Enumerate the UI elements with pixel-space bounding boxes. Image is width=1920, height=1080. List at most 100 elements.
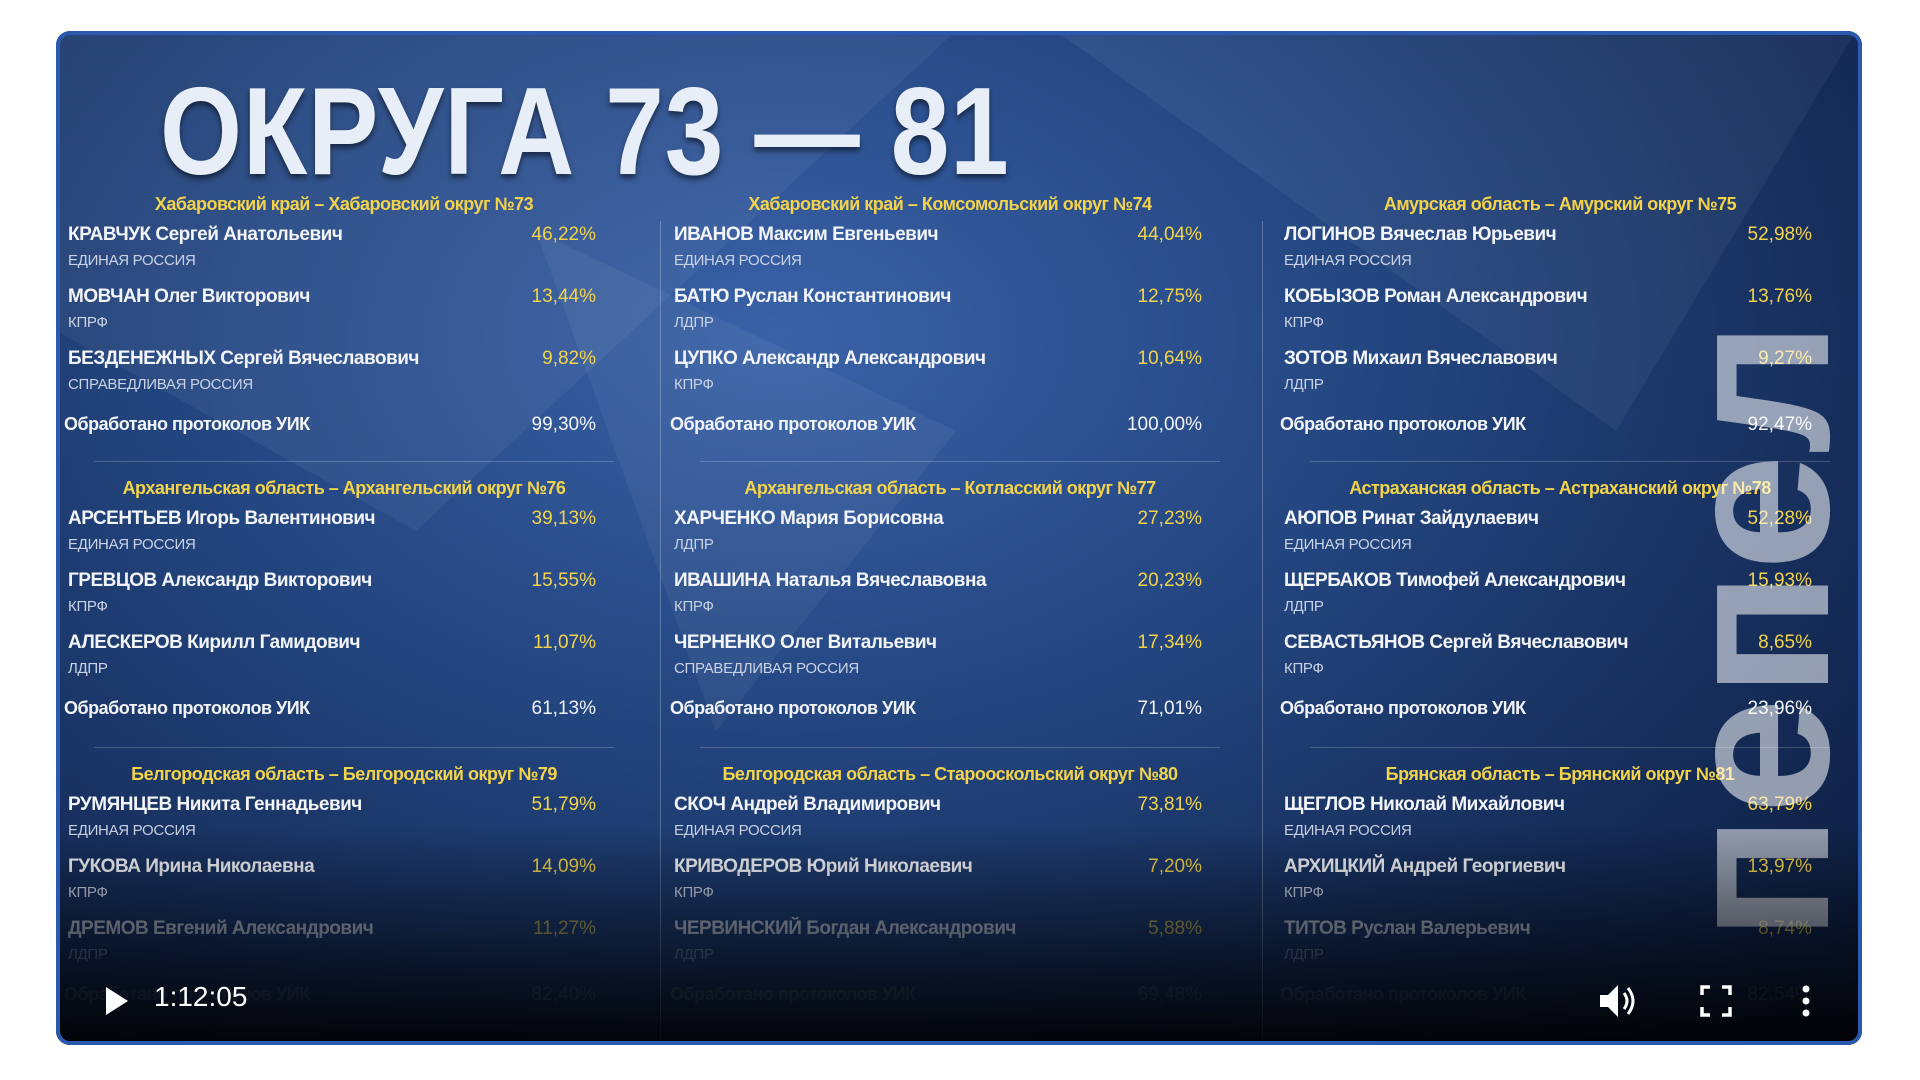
candidate-percent: 17,34% (1137, 632, 1202, 653)
district-header: Белгородская область – Старооскольский о… (722, 764, 1178, 784)
candidate-party: ЛДПР (1284, 376, 1324, 393)
candidate-name: ЧЕРНЕНКО Олег Витальевич (674, 632, 937, 653)
candidate-party: ЛДПР (1284, 598, 1324, 615)
row-divider (700, 747, 1220, 748)
column-divider (660, 221, 661, 1041)
slide-title: ОКРУГА 73 — 81 (160, 63, 1010, 201)
candidate-party: КПРФ (68, 314, 108, 331)
candidate-name: БАТЮ Руслан Константинович (674, 286, 951, 307)
candidate-percent: 11,07% (532, 632, 596, 653)
candidate-name: ГРЕВЦОВ Александр Викторович (68, 570, 372, 591)
fullscreen-button[interactable] (1696, 981, 1736, 1021)
candidate-party: ЛДПР (68, 660, 108, 677)
district-block: Архангельская область – Архангельский ок… (64, 478, 624, 758)
candidate-percent: 13,44% (531, 286, 596, 307)
row-divider (700, 461, 1220, 462)
candidate-percent: 9,82% (542, 348, 596, 369)
row-divider (1310, 747, 1830, 748)
protocols-label: Обработано протоколов УИК (670, 414, 916, 434)
row-divider (94, 747, 614, 748)
district-header: Архангельская область – Архангельский ок… (122, 478, 566, 498)
candidate-name: ИВАНОВ Максим Евгеньевич (674, 224, 939, 245)
more-button[interactable] (1796, 981, 1816, 1021)
candidate-party: ЕДИНАЯ РОССИЯ (68, 252, 196, 269)
candidate-percent: 15,93% (1747, 570, 1812, 591)
candidate-party: ЛДПР (674, 536, 714, 553)
candidate-percent: 73,81% (1137, 794, 1202, 815)
candidate-percent: 52,98% (1747, 224, 1812, 245)
row-divider (1310, 461, 1830, 462)
candidate-percent: 44,04% (1137, 224, 1202, 245)
time-display: 1:12:05 (154, 981, 248, 1012)
district-block: Астраханская область – Астраханский окру… (1280, 478, 1840, 758)
candidate-percent: 15,55% (531, 570, 596, 591)
candidate-party: ЕДИНАЯ РОССИЯ (68, 536, 196, 553)
controls-shade (56, 825, 1862, 1045)
candidate-name: ЦУПКО Александр Александрович (674, 348, 986, 369)
protocols-percent: 23,96% (1747, 698, 1812, 719)
protocols-percent: 99,30% (531, 414, 596, 435)
district-header: Архангельская область – Котласский округ… (744, 478, 1156, 498)
candidate-name: МОВЧАН Олег Викторович (68, 286, 310, 307)
candidate-name: СКОЧ Андрей Владимирович (674, 794, 941, 815)
district-block: Амурская область – Амурский округ №75 ЛОГ… (1280, 194, 1840, 474)
candidate-party: КПРФ (674, 598, 714, 615)
volume-button[interactable] (1596, 979, 1640, 1023)
candidate-name: КОБЫЗОВ Роман Александрович (1284, 286, 1588, 307)
candidate-percent: 52,28% (1747, 508, 1812, 529)
protocols-label: Обработано протоколов УИК (64, 414, 310, 434)
protocols-label: Обработано протоколов УИК (670, 698, 916, 718)
candidate-name: ЩЕГЛОВ Николай Михайлович (1284, 794, 1565, 815)
candidate-party: ЕДИНАЯ РОССИЯ (1284, 536, 1412, 553)
candidate-party: ЕДИНАЯ РОССИЯ (674, 252, 802, 269)
candidate-percent: 8,65% (1758, 632, 1812, 653)
candidate-percent: 39,13% (531, 508, 596, 529)
candidate-party: СПРАВЕДЛИВАЯ РОССИЯ (674, 660, 859, 677)
candidate-name: ЩЕРБАКОВ Тимофей Александрович (1284, 570, 1626, 591)
protocols-percent: 100,00% (1126, 414, 1202, 435)
protocols-percent: 71,01% (1137, 698, 1202, 719)
candidate-party: ЕДИНАЯ РОССИЯ (1284, 252, 1412, 269)
candidate-percent: 27,23% (1137, 508, 1202, 529)
protocols-percent: 92,47% (1747, 414, 1812, 435)
protocols-label: Обработано протоколов УИК (64, 698, 310, 718)
video-player[interactable]: ОКРУГА 73 — 81 Хабаровский край – Хабаро… (56, 31, 1862, 1045)
district-block: Хабаровский край – Хабаровский округ №73… (64, 194, 624, 474)
candidate-percent: 20,23% (1137, 570, 1202, 591)
district-block: Хабаровский край – Комсомольский округ №… (670, 194, 1230, 474)
candidate-party: КПРФ (68, 598, 108, 615)
district-block: Архангельская область – Котласский округ… (670, 478, 1230, 758)
candidate-name: СЕВАСТЬЯНОВ Сергей Вячеславович (1284, 632, 1628, 653)
candidate-name: ИВАШИНА Наталья Вячеславовна (674, 570, 987, 591)
district-header: Брянская область – Брянский округ №81 (1385, 764, 1735, 784)
candidate-party: КПРФ (1284, 314, 1324, 331)
district-header: Хабаровский край – Хабаровский округ №73 (154, 194, 534, 214)
district-header: Амурская область – Амурский округ №75 (1383, 194, 1737, 214)
play-button[interactable] (96, 981, 136, 1021)
district-header: Хабаровский край – Комсомольский округ №… (748, 194, 1152, 214)
column-divider (1262, 221, 1263, 1041)
candidate-percent: 63,79% (1747, 794, 1812, 815)
candidate-name: ХАРЧЕНКО Мария Борисовна (674, 508, 944, 529)
candidate-percent: 9,27% (1758, 348, 1812, 369)
candidate-party: ЛДПР (674, 314, 714, 331)
district-header: Белгородская область – Белгородский окру… (131, 764, 557, 784)
candidate-name: КРАВЧУК Сергей Анатольевич (68, 224, 343, 245)
protocols-label: Обработано протоколов УИК (1280, 698, 1526, 718)
protocols-label: Обработано протоколов УИК (1280, 414, 1526, 434)
candidate-name: АЮПОВ Ринат Зайдулаевич (1284, 508, 1539, 529)
row-divider (94, 461, 614, 462)
candidate-percent: 13,76% (1747, 286, 1812, 307)
candidate-name: ЛОГИНОВ Вячеслав Юрьевич (1284, 224, 1557, 245)
candidate-name: ЗОТОВ Михаил Вячеславович (1284, 348, 1558, 369)
district-header: Астраханская область – Астраханский окру… (1349, 478, 1771, 498)
candidate-party: КПРФ (1284, 660, 1324, 677)
candidate-name: АРСЕНТЬЕВ Игорь Валентинович (68, 508, 376, 529)
candidate-name: АЛЕСКЕРОВ Кирилл Гамидович (68, 632, 361, 653)
candidate-party: КПРФ (674, 376, 714, 393)
candidate-percent: 46,22% (531, 224, 596, 245)
candidate-percent: 12,75% (1137, 286, 1202, 307)
candidate-party: СПРАВЕДЛИВАЯ РОССИЯ (68, 376, 253, 393)
candidate-percent: 10,64% (1137, 348, 1202, 369)
